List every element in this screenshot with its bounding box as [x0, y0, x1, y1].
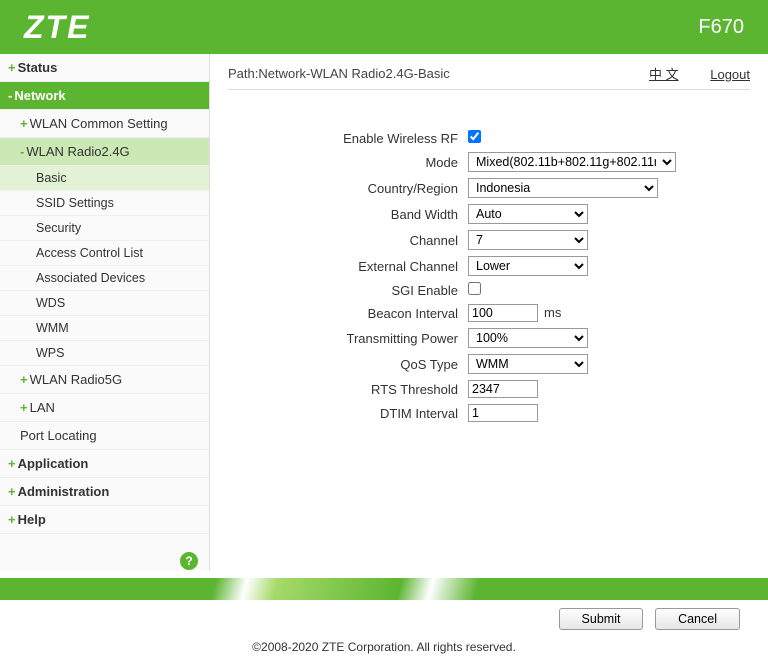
sidebar-item-label: Status: [18, 60, 58, 75]
header: ZTE F670: [0, 0, 768, 54]
minus-icon: -: [20, 144, 24, 159]
label-dtim: DTIM Interval: [228, 406, 468, 421]
submit-button[interactable]: Submit: [559, 608, 644, 630]
dtim-input[interactable]: [468, 404, 538, 422]
sidebar-item-label: Administration: [18, 484, 110, 499]
content: Path:Network-WLAN Radio2.4G-Basic 中 文 Lo…: [210, 54, 768, 570]
help-icon[interactable]: ?: [180, 552, 198, 570]
sidebar-item-label: Security: [36, 221, 81, 235]
sidebar-item-label: Help: [18, 512, 46, 527]
enable-rf-checkbox[interactable]: [468, 130, 481, 143]
label-rts: RTS Threshold: [228, 382, 468, 397]
breadcrumb: Path:Network-WLAN Radio2.4G-Basic: [228, 66, 450, 81]
button-bar: Submit Cancel: [0, 600, 768, 634]
bandwidth-select[interactable]: Auto: [468, 204, 588, 224]
rts-input[interactable]: [468, 380, 538, 398]
label-qos: QoS Type: [228, 357, 468, 372]
sidebar-item-label: LAN: [30, 400, 55, 415]
sidebar-item-application[interactable]: +Application: [0, 450, 209, 478]
plus-icon: +: [8, 60, 16, 75]
beacon-unit: ms: [544, 305, 561, 320]
logo: ZTE: [24, 9, 90, 46]
sidebar-item-port-locating[interactable]: Port Locating: [0, 422, 209, 450]
label-tx-power: Transmitting Power: [228, 331, 468, 346]
plus-icon: +: [8, 484, 16, 499]
channel-select[interactable]: 7: [468, 230, 588, 250]
logout-link[interactable]: Logout: [710, 67, 750, 82]
minus-icon: -: [8, 88, 12, 103]
sidebar-item-label: Application: [18, 456, 89, 471]
qos-select[interactable]: WMM: [468, 354, 588, 374]
model-label: F670: [698, 16, 744, 39]
label-channel: Channel: [228, 233, 468, 248]
mode-select[interactable]: Mixed(802.11b+802.11g+802.11n: [468, 152, 676, 172]
plus-icon: +: [8, 456, 16, 471]
sidebar-item-label: WLAN Radio2.4G: [26, 144, 129, 159]
sidebar-item-help[interactable]: +Help: [0, 506, 209, 534]
path-links: 中 文 Logout: [621, 64, 750, 83]
sidebar-item-label: Basic: [36, 171, 67, 185]
sidebar-item-basic[interactable]: Basic: [0, 166, 209, 191]
sidebar-item-label: SSID Settings: [36, 196, 114, 210]
sidebar-item-label: WLAN Common Setting: [30, 116, 168, 131]
sidebar-item-wmm[interactable]: WMM: [0, 316, 209, 341]
sidebar-item-wlan-common[interactable]: +WLAN Common Setting: [0, 110, 209, 138]
label-bandwidth: Band Width: [228, 207, 468, 222]
cancel-button[interactable]: Cancel: [655, 608, 740, 630]
sidebar-item-label: WMM: [36, 321, 69, 335]
sidebar-item-label: WLAN Radio5G: [30, 372, 122, 387]
copyright: ©2008-2020 ZTE Corporation. All rights r…: [0, 634, 768, 664]
label-enable-rf: Enable Wireless RF: [228, 131, 468, 146]
language-link[interactable]: 中 文: [649, 67, 679, 82]
beacon-input[interactable]: [468, 304, 538, 322]
sidebar-item-assoc-devices[interactable]: Associated Devices: [0, 266, 209, 291]
sidebar-item-network[interactable]: -Network: [0, 82, 209, 110]
sidebar-item-lan[interactable]: +LAN: [0, 394, 209, 422]
sidebar-item-wds[interactable]: WDS: [0, 291, 209, 316]
tx-power-select[interactable]: 100%: [468, 328, 588, 348]
sidebar-item-wps[interactable]: WPS: [0, 341, 209, 366]
sidebar: +Status -Network +WLAN Common Setting -W…: [0, 54, 210, 570]
main: +Status -Network +WLAN Common Setting -W…: [0, 54, 768, 570]
label-beacon: Beacon Interval: [228, 306, 468, 321]
path-bar: Path:Network-WLAN Radio2.4G-Basic 中 文 Lo…: [228, 64, 750, 90]
label-ext-channel: External Channel: [228, 259, 468, 274]
sidebar-item-label: WDS: [36, 296, 65, 310]
sidebar-item-status[interactable]: +Status: [0, 54, 209, 82]
sidebar-item-label: Associated Devices: [36, 271, 145, 285]
plus-icon: +: [20, 400, 28, 415]
sidebar-item-security[interactable]: Security: [0, 216, 209, 241]
sidebar-item-label: Port Locating: [20, 428, 97, 443]
sidebar-item-label: Access Control List: [36, 246, 143, 260]
label-country: Country/Region: [228, 181, 468, 196]
sidebar-item-label: Network: [14, 88, 65, 103]
ext-channel-select[interactable]: Lower: [468, 256, 588, 276]
label-sgi: SGI Enable: [228, 283, 468, 298]
plus-icon: +: [20, 116, 28, 131]
sidebar-item-ssid[interactable]: SSID Settings: [0, 191, 209, 216]
country-select[interactable]: Indonesia: [468, 178, 658, 198]
label-mode: Mode: [228, 155, 468, 170]
sidebar-item-acl[interactable]: Access Control List: [0, 241, 209, 266]
sidebar-item-wlan-5g[interactable]: +WLAN Radio5G: [0, 366, 209, 394]
footer-stripe: [0, 578, 768, 600]
sidebar-item-wlan-24g[interactable]: -WLAN Radio2.4G: [0, 138, 209, 166]
sidebar-item-administration[interactable]: +Administration: [0, 478, 209, 506]
plus-icon: +: [8, 512, 16, 527]
sgi-checkbox[interactable]: [468, 282, 481, 295]
plus-icon: +: [20, 372, 28, 387]
sidebar-item-label: WPS: [36, 346, 64, 360]
